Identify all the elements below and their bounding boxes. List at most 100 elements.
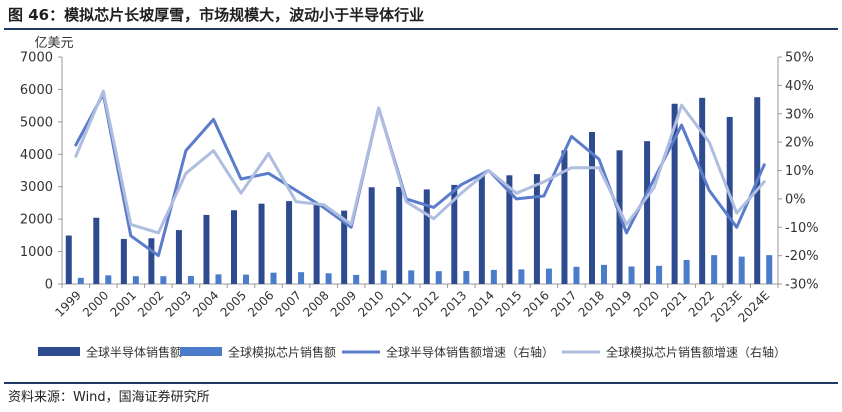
x-tick-label: 2001	[107, 288, 138, 319]
x-tick-label: 2015	[493, 288, 524, 319]
legend-label: 全球模拟芯片销售额	[228, 345, 336, 360]
x-tick-label: 2024E	[735, 288, 772, 325]
left-tick-label: 1000	[20, 245, 53, 260]
bar-semiconductor	[286, 201, 293, 284]
x-tick-label: 2018	[576, 288, 607, 319]
bar-semiconductor	[726, 116, 733, 285]
x-tick-label: 2007	[273, 288, 304, 319]
bar-semiconductor	[368, 187, 375, 284]
bar-analog	[215, 274, 222, 284]
source-divider	[4, 382, 838, 384]
x-tick-label: 2020	[631, 288, 662, 319]
bar-semiconductor	[93, 217, 100, 284]
left-tick-label: 2000	[20, 213, 53, 228]
bar-semiconductor	[175, 230, 182, 284]
right-tick-label: 30%	[785, 107, 814, 122]
bar-series	[65, 97, 773, 285]
x-tick-label: 2011	[383, 288, 414, 319]
left-tick-label: 7000	[20, 51, 53, 66]
bar-semiconductor	[258, 203, 265, 284]
bar-analog	[490, 269, 497, 284]
bar-semiconductor	[699, 97, 706, 284]
bar-analog	[766, 255, 773, 284]
bar-analog	[628, 266, 635, 284]
bar-semiconductor	[396, 186, 403, 284]
bar-semiconductor	[533, 174, 540, 284]
x-tick-label: 2010	[355, 288, 386, 319]
bar-analog	[325, 273, 332, 284]
legend-label: 全球半导体销售额	[86, 345, 182, 360]
bar-semiconductor	[231, 210, 237, 284]
bar-analog	[435, 271, 442, 284]
bar-semiconductor	[671, 103, 678, 284]
x-tick-label: 2005	[218, 288, 249, 319]
bar-semiconductor	[478, 175, 485, 284]
x-tick-label: 2013	[438, 288, 469, 319]
x-tick-label: 2000	[80, 288, 111, 319]
bar-semiconductor	[423, 189, 430, 284]
bar-semiconductor	[506, 175, 513, 284]
bar-semiconductor	[65, 235, 72, 284]
bar-analog	[132, 276, 139, 284]
right-tick-label: 40%	[785, 79, 814, 94]
x-tick-label: 2009	[328, 288, 359, 319]
x-tick-label: 2017	[548, 288, 579, 319]
x-tick-label: 2004	[190, 288, 221, 319]
bar-analog	[187, 276, 194, 284]
bar-analog	[408, 270, 415, 284]
left-tick-label: 4000	[20, 148, 53, 163]
bar-analog	[105, 275, 112, 284]
bar-analog	[545, 268, 552, 284]
x-tick-label: 2012	[410, 288, 441, 319]
combo-chart: 亿美元 0 1000 2000 3000 4000 5000 6000 7000 -30% -20%…	[20, 36, 819, 360]
bar-analog	[656, 265, 663, 284]
legend: 全球半导体销售额 全球模拟芯片销售额 全球半导体销售额增速（右轴） 全球模拟芯片销售额…	[38, 345, 786, 360]
x-tick-label: 2019	[603, 288, 634, 319]
bar-semiconductor	[589, 131, 595, 284]
left-tick-label: 3000	[20, 180, 53, 195]
bar-analog	[77, 277, 84, 284]
left-tick-label: 0	[45, 278, 53, 293]
bar-analog	[243, 274, 249, 284]
legend-label: 全球半导体销售额增速（右轴）	[386, 345, 554, 360]
x-tick-label: 2006	[245, 288, 276, 319]
source-note: 资料来源：Wind，国海证券研究所	[8, 390, 210, 405]
bar-semiconductor	[120, 238, 127, 284]
left-tick-label: 6000	[20, 83, 53, 98]
bar-analog	[463, 271, 470, 284]
line-semiconductor-growth	[74, 92, 766, 258]
bar-analog	[601, 264, 607, 284]
left-tick-label: 5000	[20, 115, 53, 130]
bar-analog	[518, 269, 525, 284]
bar-semiconductor	[644, 141, 651, 284]
x-tick-label: 2016	[521, 288, 552, 319]
bar-semiconductor	[148, 238, 155, 284]
right-tick-label: 10%	[785, 164, 814, 179]
figure-title: 图 46：模拟芯片长坡厚雪，市场规模大，波动小于半导体行业	[8, 6, 425, 24]
bar-analog	[683, 260, 690, 284]
bar-analog	[298, 272, 305, 284]
right-tick-label: -20%	[785, 249, 819, 264]
tick-labels: 亿美元 0 1000 2000 3000 4000 5000 6000 7000 -30% -20%…	[20, 36, 819, 325]
x-tick-label: 1999	[52, 288, 83, 319]
x-tick-label: 2008	[300, 288, 331, 319]
x-tick-label: 2014	[465, 288, 496, 319]
x-tick-label: 2021	[658, 288, 689, 319]
right-tick-label: -10%	[785, 221, 819, 236]
bar-analog	[270, 272, 277, 284]
bar-semiconductor	[341, 210, 348, 284]
right-tick-label: 50%	[785, 51, 814, 66]
title-divider	[4, 28, 838, 30]
legend-label: 全球模拟芯片销售额增速（右轴）	[606, 345, 786, 360]
bar-analog	[353, 274, 360, 284]
right-tick-label: -30%	[785, 278, 819, 293]
legend-swatch-bar	[180, 347, 222, 356]
right-tick-label: 20%	[785, 136, 814, 151]
right-tick-label: 0%	[785, 192, 806, 207]
legend-swatch-bar	[38, 347, 80, 356]
bar-analog	[711, 255, 718, 284]
bar-analog	[160, 276, 167, 284]
bar-semiconductor	[561, 150, 568, 284]
bar-semiconductor	[313, 203, 320, 284]
